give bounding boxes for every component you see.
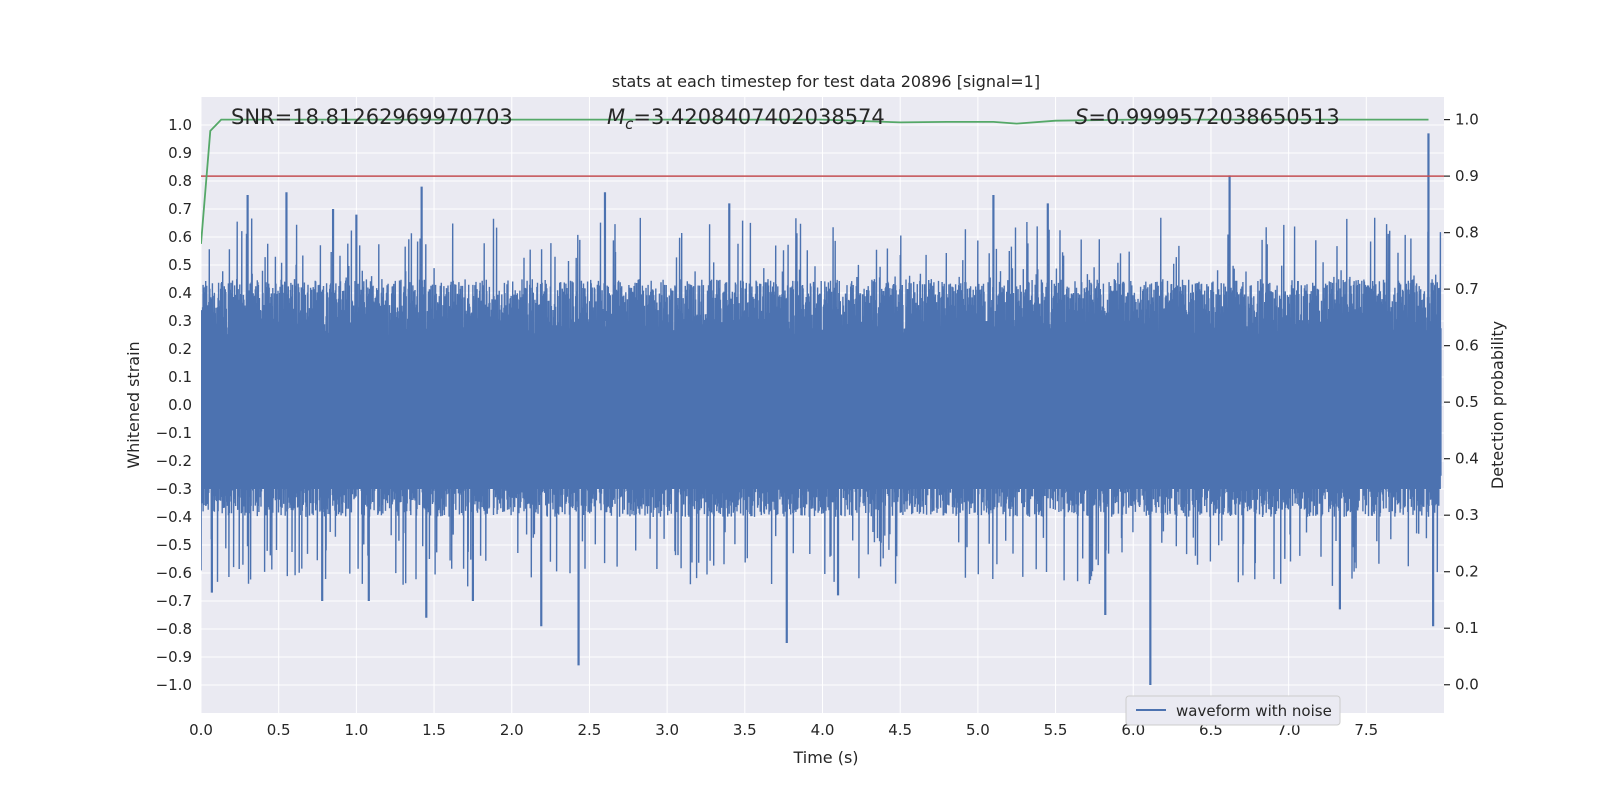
- x-tick-label: 4.5: [888, 721, 912, 739]
- legend: waveform with noise: [1125, 695, 1341, 726]
- y-tick-label: 0.6: [168, 228, 192, 246]
- mc-symbol: M: [607, 105, 625, 129]
- waveform-core-band: [201, 335, 1441, 489]
- detection-probability-line: [201, 118, 1429, 244]
- y-right-tick-label: 0.7: [1455, 280, 1479, 298]
- y-tick-label: −0.8: [156, 620, 192, 638]
- s-annotation: S=0.9999572038650513: [1075, 105, 1340, 129]
- y-tick-label: −0.2: [156, 452, 192, 470]
- x-tick-label: 2.5: [578, 721, 602, 739]
- legend-box: [1125, 695, 1341, 726]
- snr-annotation: SNR=18.81262969970703: [231, 105, 513, 129]
- y-tick-label: 0.2: [168, 340, 192, 358]
- mc-value: =3.4208407402038574: [633, 105, 884, 129]
- plot-area: [201, 118, 1444, 685]
- left-axis: 1.0 0.9 0.8 0.7 0.6 0.5 0.4 0.3 0.2 0.1 0.0 −0.1 −0.…: [156, 116, 192, 694]
- x-tick-label: 3.5: [733, 721, 757, 739]
- y-tick-label: 0.7: [168, 200, 192, 218]
- y-tick-label: −0.9: [156, 648, 192, 666]
- s-symbol: S: [1075, 105, 1088, 129]
- x-tick-label: 0.5: [267, 721, 291, 739]
- y-axis-label: Whitened strain: [124, 341, 143, 468]
- y-tick-label: 0.5: [168, 256, 192, 274]
- y-right-tick-label: 0.1: [1455, 619, 1479, 637]
- y-tick-label: 0.8: [168, 172, 192, 190]
- y-right-tick-label: 0.0: [1455, 676, 1479, 694]
- x-tick-label: 7.5: [1354, 721, 1378, 739]
- x-tick-label: 0.0: [189, 721, 213, 739]
- y-right-tick-label: 0.8: [1455, 224, 1479, 242]
- y-right-tick-label: 0.5: [1455, 393, 1479, 411]
- y-tick-label: −0.7: [156, 592, 192, 610]
- y-tick-label: 1.0: [168, 116, 192, 134]
- x-tick-label: 1.0: [344, 721, 368, 739]
- y-tick-label: 0.0: [168, 396, 192, 414]
- x-tick-label: 5.0: [966, 721, 990, 739]
- x-tick-label: 1.5: [422, 721, 446, 739]
- y-right-tick-label: 0.4: [1455, 450, 1479, 468]
- y-tick-label: −0.5: [156, 536, 192, 554]
- mc-annotation: Mc=3.4208407402038574: [607, 105, 885, 133]
- y-tick-label: −0.1: [156, 424, 192, 442]
- y-right-tick-label: 0.3: [1455, 506, 1479, 524]
- y-right-tick-label: 0.9: [1455, 167, 1479, 185]
- y-tick-label: 0.1: [168, 368, 192, 386]
- y-tick-label: −0.6: [156, 564, 192, 582]
- x-tick-label: 5.5: [1044, 721, 1068, 739]
- y-tick-label: −1.0: [156, 676, 192, 694]
- right-axis: 1.0 0.9 0.8 0.7 0.6 0.5 0.4 0.3 0.2 0.1 0.0: [1444, 111, 1479, 694]
- x-tick-label: 3.0: [655, 721, 679, 739]
- mc-subscript: c: [625, 115, 634, 133]
- s-value: =0.9999572038650513: [1088, 105, 1339, 129]
- y-right-tick-label: 0.6: [1455, 337, 1479, 355]
- y-tick-label: 0.9: [168, 144, 192, 162]
- y-tick-label: −0.4: [156, 508, 192, 526]
- y-tick-label: 0.4: [168, 284, 192, 302]
- chart-title: stats at each timestep for test data 208…: [612, 72, 1040, 91]
- y-right-tick-label: 1.0: [1455, 111, 1479, 129]
- y-right-axis-label: Detection probability: [1488, 321, 1507, 489]
- x-tick-label: 4.0: [811, 721, 835, 739]
- y-right-tick-label: 0.2: [1455, 563, 1479, 581]
- y-tick-label: 0.3: [168, 312, 192, 330]
- y-tick-label: −0.3: [156, 480, 192, 498]
- legend-entry: waveform with noise: [1176, 702, 1332, 720]
- x-tick-label: 2.0: [500, 721, 524, 739]
- x-axis-label: Time (s): [792, 748, 858, 767]
